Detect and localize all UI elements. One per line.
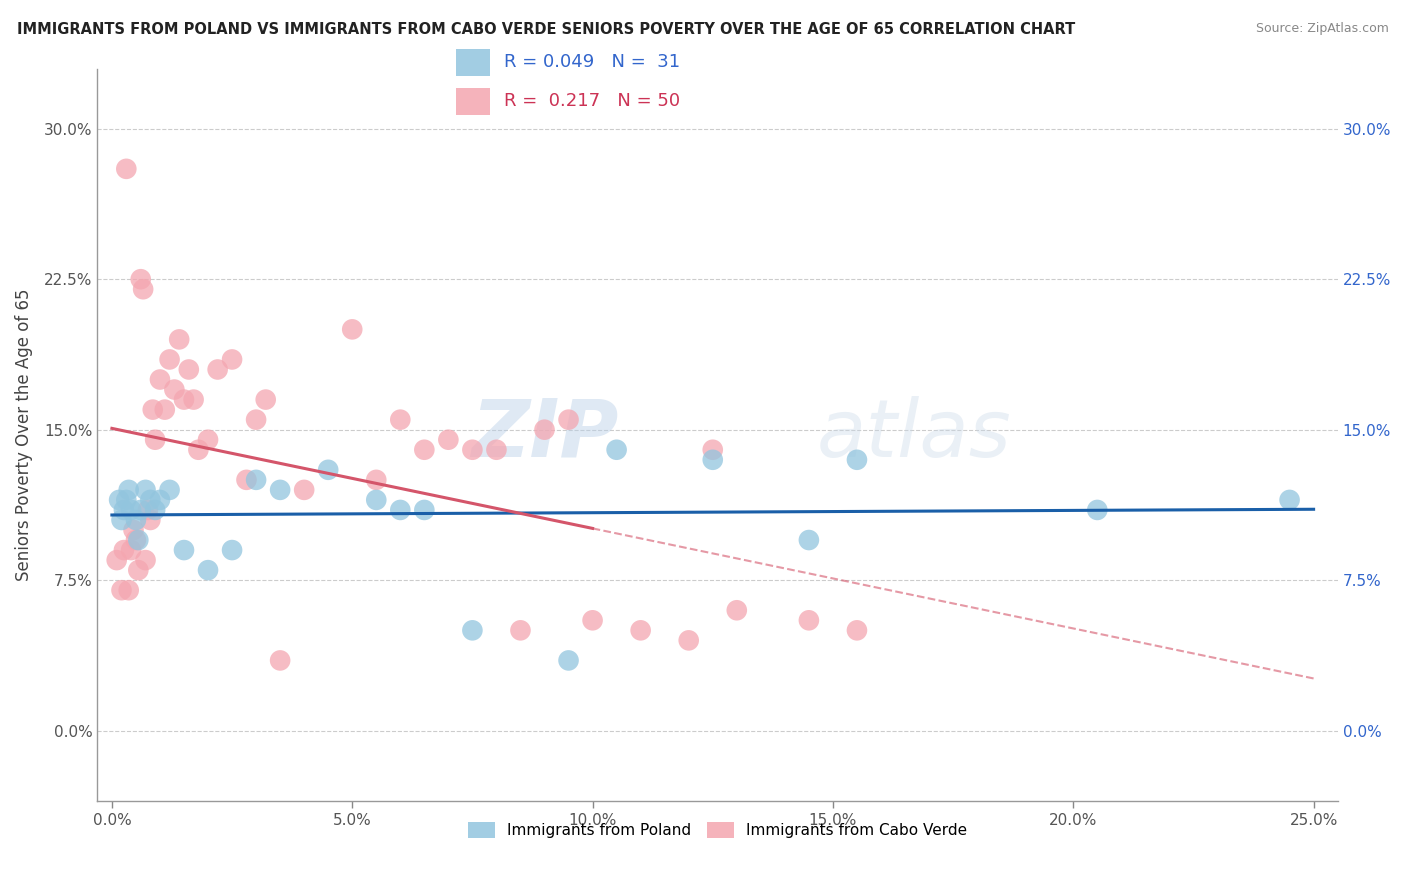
Point [485, 442, 508, 457]
Point [702, 442, 724, 457]
Point [139, 492, 162, 507]
Point [136, 503, 159, 517]
Point [118, 483, 141, 497]
Point [245, 473, 267, 487]
Point [1278, 492, 1301, 507]
Point [292, 483, 315, 497]
Point [115, 161, 138, 176]
Point [366, 473, 388, 487]
Point [389, 503, 412, 517]
Point [533, 423, 555, 437]
Point [125, 533, 148, 547]
Point [702, 452, 724, 467]
Point [132, 282, 155, 296]
Text: ZIP: ZIP [471, 396, 619, 474]
Point [129, 503, 152, 517]
Point [606, 442, 628, 457]
Point [678, 633, 700, 648]
Point [207, 362, 229, 376]
Bar [457, 49, 491, 76]
Point [316, 463, 339, 477]
Point [845, 452, 868, 467]
Point [120, 503, 142, 517]
Point [413, 442, 436, 457]
Point [461, 442, 484, 457]
Legend: Immigrants from Poland, Immigrants from Cabo Verde: Immigrants from Poland, Immigrants from … [461, 816, 973, 845]
Point [142, 402, 165, 417]
Point [110, 583, 132, 598]
Point [135, 553, 157, 567]
Point [125, 513, 148, 527]
Point [112, 503, 135, 517]
Point [245, 412, 267, 426]
Point [461, 624, 484, 638]
Point [630, 624, 652, 638]
Point [366, 492, 388, 507]
Point [110, 513, 132, 527]
Point [437, 433, 460, 447]
Point [221, 543, 243, 558]
Point [127, 533, 149, 547]
Text: R =  0.217   N = 50: R = 0.217 N = 50 [503, 92, 679, 110]
Point [129, 272, 152, 286]
Y-axis label: Seniors Poverty Over the Age of 65: Seniors Poverty Over the Age of 65 [15, 288, 32, 581]
Point [187, 442, 209, 457]
Point [159, 483, 181, 497]
Point [197, 433, 219, 447]
Point [127, 563, 149, 577]
Point [557, 653, 579, 667]
Point [342, 322, 364, 336]
Point [221, 352, 243, 367]
Point [557, 412, 579, 426]
Point [120, 543, 142, 558]
Point [115, 492, 138, 507]
Text: atlas: atlas [817, 396, 1011, 474]
Point [135, 483, 157, 497]
Point [1085, 503, 1108, 517]
Point [173, 543, 195, 558]
Point [509, 624, 531, 638]
Point [139, 513, 162, 527]
Point [177, 362, 200, 376]
Text: Source: ZipAtlas.com: Source: ZipAtlas.com [1256, 22, 1389, 36]
Point [389, 412, 412, 426]
Point [845, 624, 868, 638]
Text: IMMIGRANTS FROM POLAND VS IMMIGRANTS FROM CABO VERDE SENIORS POVERTY OVER THE AG: IMMIGRANTS FROM POLAND VS IMMIGRANTS FRO… [17, 22, 1076, 37]
Bar [457, 87, 491, 115]
Point [173, 392, 195, 407]
Point [197, 563, 219, 577]
Point [725, 603, 748, 617]
Point [269, 483, 291, 497]
Point [183, 392, 205, 407]
Point [143, 433, 166, 447]
Point [153, 402, 176, 417]
Text: R = 0.049   N =  31: R = 0.049 N = 31 [503, 54, 679, 71]
Point [122, 523, 145, 537]
Point [143, 503, 166, 517]
Point [254, 392, 277, 407]
Point [149, 492, 172, 507]
Point [581, 613, 603, 627]
Point [149, 372, 172, 386]
Point [797, 613, 820, 627]
Point [797, 533, 820, 547]
Point [413, 503, 436, 517]
Point [163, 383, 186, 397]
Point [112, 543, 135, 558]
Point [108, 492, 131, 507]
Point [235, 473, 257, 487]
Point [118, 583, 141, 598]
Point [105, 553, 128, 567]
Point [159, 352, 181, 367]
Point [269, 653, 291, 667]
Point [167, 332, 190, 346]
